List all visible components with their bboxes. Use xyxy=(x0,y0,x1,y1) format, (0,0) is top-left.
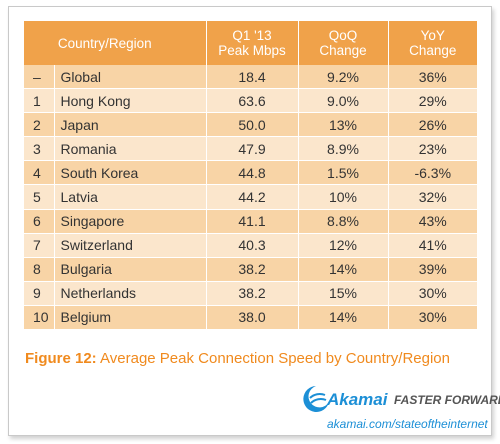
qoq-cell: 14% xyxy=(298,257,388,281)
yoy-cell: 39% xyxy=(388,257,477,281)
table-row: 4 South Korea 44.8 1.5% -6.3% xyxy=(24,161,477,185)
country-cell: Hong Kong xyxy=(54,89,206,113)
table-row: – Global 18.4 9.2% 36% xyxy=(24,65,477,89)
peak-cell: 40.3 xyxy=(206,233,298,257)
rank-cell: 1 xyxy=(24,89,54,113)
table-row: 2 Japan 50.0 13% 26% xyxy=(24,113,477,137)
rank-cell: 6 xyxy=(24,209,54,233)
header-yoy: YoY Change xyxy=(388,21,477,65)
peak-cell: 38.2 xyxy=(206,257,298,281)
qoq-cell: 9.0% xyxy=(298,89,388,113)
header-qoq: QoQ Change xyxy=(298,21,388,65)
peak-cell: 50.0 xyxy=(206,113,298,137)
table-row: 10 Belgium 38.0 14% 30% xyxy=(24,305,477,329)
table-row: 7 Switzerland 40.3 12% 41% xyxy=(24,233,477,257)
qoq-cell: 15% xyxy=(298,281,388,305)
header-country: Country/Region xyxy=(24,21,206,65)
figure-frame: Country/Region Q1 '13 Peak Mbps QoQ Chan… xyxy=(8,6,492,436)
rank-cell: 5 xyxy=(24,185,54,209)
peak-cell: 41.1 xyxy=(206,209,298,233)
rank-cell: 2 xyxy=(24,113,54,137)
akamai-logo-text: Akamai xyxy=(327,390,387,410)
yoy-cell: 26% xyxy=(388,113,477,137)
country-cell: Romania xyxy=(54,137,206,161)
peak-cell: 18.4 xyxy=(206,65,298,89)
qoq-cell: 1.5% xyxy=(298,161,388,185)
country-cell: Latvia xyxy=(54,185,206,209)
table-row: 6 Singapore 41.1 8.8% 43% xyxy=(24,209,477,233)
rank-cell: 9 xyxy=(24,281,54,305)
table-row: 5 Latvia 44.2 10% 32% xyxy=(24,185,477,209)
rank-cell: 4 xyxy=(24,161,54,185)
country-cell: South Korea xyxy=(54,161,206,185)
qoq-cell: 8.8% xyxy=(298,209,388,233)
table-row: 9 Netherlands 38.2 15% 30% xyxy=(24,281,477,305)
qoq-cell: 9.2% xyxy=(298,65,388,89)
rank-cell: 8 xyxy=(24,257,54,281)
table-row: 8 Bulgaria 38.2 14% 39% xyxy=(24,257,477,281)
caption-text: Average Peak Connection Speed by Country… xyxy=(100,350,450,367)
rank-cell: 10 xyxy=(24,305,54,329)
peak-cell: 38.2 xyxy=(206,281,298,305)
country-cell: Global xyxy=(54,65,206,89)
peak-cell: 63.6 xyxy=(206,89,298,113)
akamai-brand: Akamai FASTER FORWARD xyxy=(301,384,491,414)
rank-cell: 3 xyxy=(24,137,54,161)
yoy-cell: 41% xyxy=(388,233,477,257)
peak-cell: 44.8 xyxy=(206,161,298,185)
caption-label: Figure 12: xyxy=(25,350,97,367)
table-header-row: Country/Region Q1 '13 Peak Mbps QoQ Chan… xyxy=(24,21,477,65)
qoq-cell: 8.9% xyxy=(298,137,388,161)
table-row: 1 Hong Kong 63.6 9.0% 29% xyxy=(24,89,477,113)
yoy-cell: 29% xyxy=(388,89,477,113)
qoq-cell: 12% xyxy=(298,233,388,257)
peak-cell: 47.9 xyxy=(206,137,298,161)
yoy-cell: 36% xyxy=(388,65,477,89)
header-yoy-line1: YoY xyxy=(421,28,445,43)
peak-speed-table: Country/Region Q1 '13 Peak Mbps QoQ Chan… xyxy=(24,21,477,330)
country-cell: Japan xyxy=(54,113,206,137)
rank-cell: 7 xyxy=(24,233,54,257)
qoq-cell: 14% xyxy=(298,305,388,329)
header-peak-line1: Q1 '13 xyxy=(232,28,271,43)
brand-slogan: FASTER FORWARD xyxy=(394,393,500,407)
header-peak: Q1 '13 Peak Mbps xyxy=(206,21,298,65)
peak-cell: 38.0 xyxy=(206,305,298,329)
country-cell: Singapore xyxy=(54,209,206,233)
country-cell: Belgium xyxy=(54,305,206,329)
yoy-cell: 32% xyxy=(388,185,477,209)
header-qoq-line2: Change xyxy=(319,43,366,58)
country-cell: Switzerland xyxy=(54,233,206,257)
country-cell: Bulgaria xyxy=(54,257,206,281)
header-peak-line2: Peak Mbps xyxy=(218,43,286,58)
qoq-cell: 13% xyxy=(298,113,388,137)
qoq-cell: 10% xyxy=(298,185,388,209)
rank-cell: – xyxy=(24,65,54,89)
header-qoq-line1: QoQ xyxy=(329,28,358,43)
peak-cell: 44.2 xyxy=(206,185,298,209)
brand-url: akamai.com/stateoftheinternet xyxy=(327,417,488,431)
figure-caption: Figure 12: Average Peak Connection Speed… xyxy=(25,350,450,367)
yoy-cell: 23% xyxy=(388,137,477,161)
country-cell: Netherlands xyxy=(54,281,206,305)
table-row: 3 Romania 47.9 8.9% 23% xyxy=(24,137,477,161)
header-yoy-line2: Change xyxy=(409,43,456,58)
yoy-cell: -6.3% xyxy=(388,161,477,185)
yoy-cell: 30% xyxy=(388,305,477,329)
table-body: – Global 18.4 9.2% 36% 1 Hong Kong 63.6 9.0% 29% 2… xyxy=(24,65,477,330)
yoy-cell: 43% xyxy=(388,209,477,233)
yoy-cell: 30% xyxy=(388,281,477,305)
